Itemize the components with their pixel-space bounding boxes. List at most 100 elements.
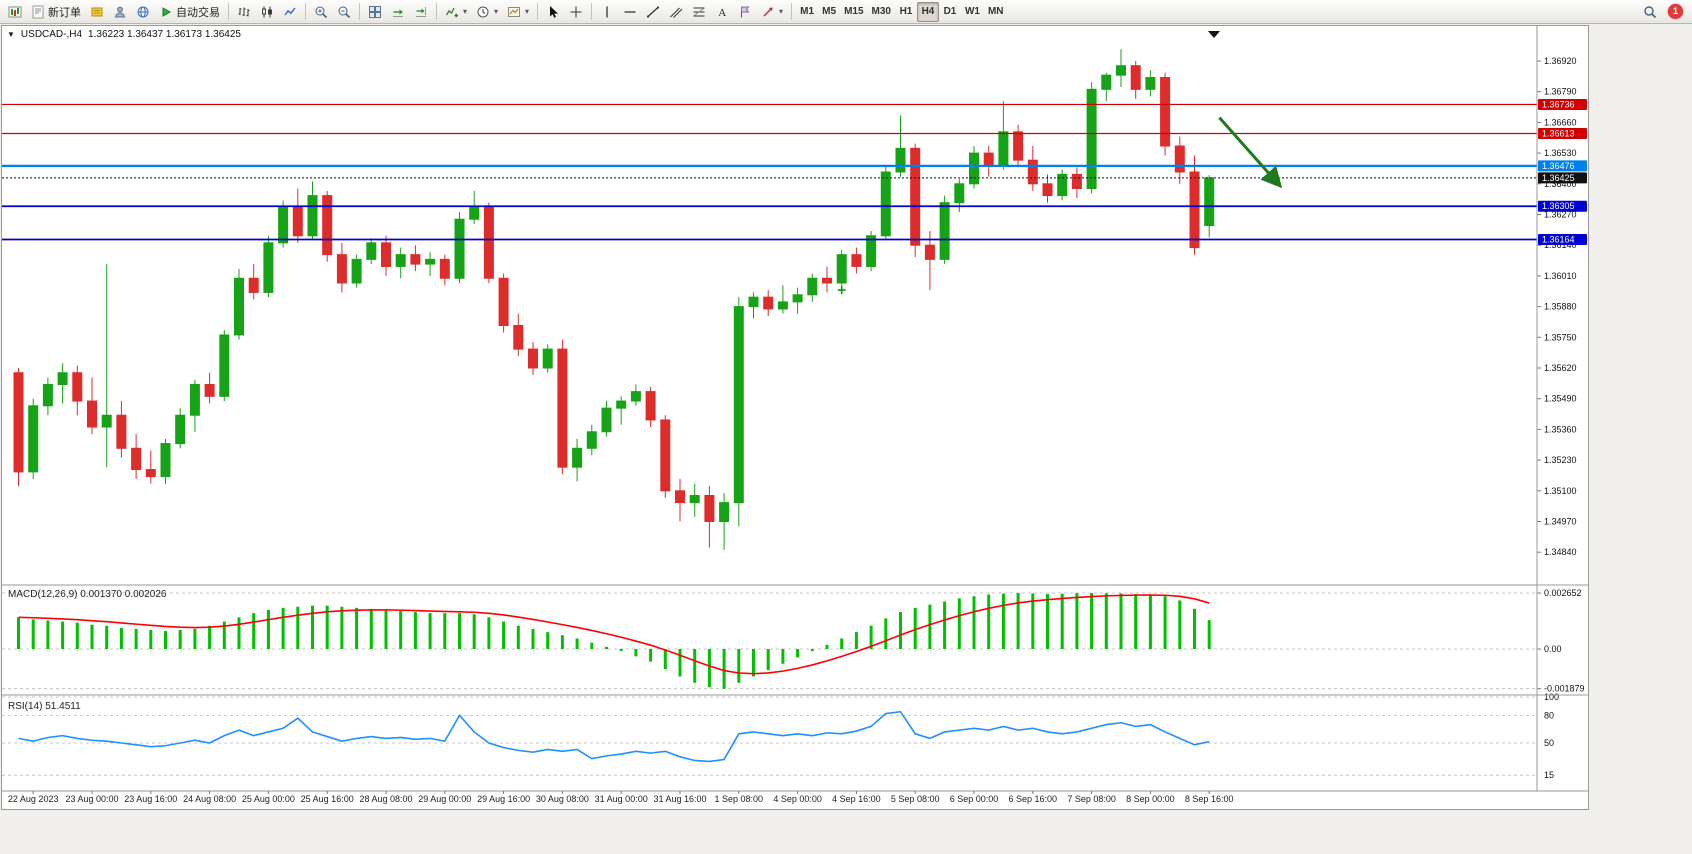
- dropdown-caret-icon: ▾: [525, 7, 530, 16]
- svg-text:8 Sep 16:00: 8 Sep 16:00: [1185, 794, 1234, 804]
- line-chart-mode-button[interactable]: [279, 2, 301, 22]
- svg-text:31 Aug 00:00: 31 Aug 00:00: [595, 794, 648, 804]
- svg-text:0.00: 0.00: [1544, 644, 1562, 654]
- svg-text:1.35880: 1.35880: [1544, 302, 1577, 312]
- timeframe-h1-button[interactable]: H1: [899, 6, 913, 17]
- horizontal-line-tool-button[interactable]: [619, 2, 641, 22]
- svg-text:1.36613: 1.36613: [1542, 128, 1575, 138]
- indicators-button[interactable]: ▾: [441, 2, 471, 22]
- svg-text:A: A: [718, 7, 726, 19]
- templates-button[interactable]: ▾: [503, 2, 533, 22]
- svg-text:1.36530: 1.36530: [1544, 148, 1577, 158]
- channel-tool-button[interactable]: [665, 2, 687, 22]
- timeframe-m15-button[interactable]: M15: [844, 6, 864, 17]
- svg-text:25 Aug 16:00: 25 Aug 16:00: [301, 794, 354, 804]
- svg-text:0.002652: 0.002652: [1544, 588, 1582, 598]
- horizontal-line-icon: [624, 10, 636, 13]
- macd-panel: 0.002652 0.00 -0.001879 MACD(12,26,9) 0.001…: [2, 588, 1585, 694]
- toolbar-separator: [359, 3, 360, 20]
- chart-ohlc-values: 1.36223 1.36437 1.36173 1.36425: [88, 29, 241, 40]
- vertical-line-tool-button[interactable]: [596, 2, 618, 22]
- scroll-to-end-marker-icon[interactable]: [1208, 31, 1220, 38]
- svg-text:23 Aug 00:00: 23 Aug 00:00: [65, 794, 118, 804]
- svg-text:1.36790: 1.36790: [1544, 87, 1577, 97]
- search-button[interactable]: [1639, 2, 1661, 22]
- timeframe-w1-button[interactable]: W1: [964, 6, 980, 17]
- svg-text:80: 80: [1544, 710, 1554, 720]
- svg-text:15: 15: [1544, 770, 1554, 780]
- candlestick-mode-button[interactable]: [256, 2, 278, 22]
- timeframe-m30-button[interactable]: M30: [871, 6, 891, 17]
- svg-text:24 Aug 08:00: 24 Aug 08:00: [183, 794, 236, 804]
- trendline-tool-button[interactable]: [642, 2, 664, 22]
- svg-text:8 Sep 00:00: 8 Sep 00:00: [1126, 794, 1175, 804]
- cross-marker[interactable]: [837, 286, 846, 295]
- line-chart-icon: [284, 7, 296, 15]
- text-tool-button[interactable]: A: [711, 2, 733, 22]
- svg-text:6 Sep 16:00: 6 Sep 16:00: [1009, 794, 1058, 804]
- new-order-label: 新订单: [48, 6, 81, 19]
- timeframe-d1-button[interactable]: D1: [943, 6, 957, 17]
- svg-text:1.36270: 1.36270: [1544, 210, 1577, 220]
- new-order-button[interactable]: 新订单: [27, 2, 85, 22]
- svg-text:1.36400: 1.36400: [1544, 179, 1577, 189]
- svg-text:1.36164: 1.36164: [1542, 235, 1575, 245]
- macd-label: MACD(12,26,9) 0.001370 0.002026: [8, 589, 167, 600]
- svg-text:1.36920: 1.36920: [1544, 56, 1577, 66]
- timeframe-h4-button[interactable]: H4: [916, 1, 939, 22]
- templates-icon: [508, 6, 521, 17]
- timeframe-m5-button[interactable]: M5: [822, 6, 837, 17]
- down-arrow-annotation[interactable]: [1218, 116, 1283, 189]
- new-chart-button[interactable]: [4, 2, 26, 22]
- candlestick-icon: [262, 6, 272, 17]
- text-tool-icon: A: [718, 7, 726, 19]
- notification-badge[interactable]: 1: [1668, 4, 1683, 19]
- profile-button[interactable]: [109, 2, 131, 22]
- svg-text:1.35230: 1.35230: [1544, 455, 1577, 465]
- arrow-objects-button[interactable]: ▾: [757, 2, 787, 22]
- dropdown-caret-icon: ▾: [463, 7, 468, 16]
- chart-symbol-period: USDCAD-,H4: [20, 29, 83, 40]
- svg-text:1.35360: 1.35360: [1544, 424, 1577, 434]
- dropdown-caret-icon: ▾: [779, 7, 784, 16]
- svg-text:1.36425: 1.36425: [1542, 173, 1575, 183]
- timeframe-group: M1 M5 M15 M30 H1 H4 D1 W1 MN: [796, 1, 1007, 22]
- svg-text:25 Aug 00:00: 25 Aug 00:00: [242, 794, 295, 804]
- auto-trading-icon: [162, 6, 172, 17]
- crosshair-icon: [570, 6, 582, 17]
- zoom-out-button[interactable]: [333, 2, 355, 22]
- label-flag-icon: [741, 6, 750, 17]
- timeframe-m1-button[interactable]: M1: [800, 6, 815, 17]
- fibonacci-tool-button[interactable]: [688, 2, 710, 22]
- chart-canvas[interactable]: 1.36920 1.36790 1.36660 1.36530 1.36400 1.362…: [2, 26, 1588, 809]
- history-center-button[interactable]: [132, 2, 154, 22]
- svg-text:1.36010: 1.36010: [1544, 271, 1577, 281]
- rsi-panel: 100 80 50 15 RSI(14) 51.4511: [2, 692, 1559, 780]
- auto-scroll-button[interactable]: [387, 2, 409, 22]
- bar-chart-mode-button[interactable]: [233, 2, 255, 22]
- crosshair-tool-button[interactable]: [565, 2, 587, 22]
- cursor-tool-button[interactable]: [542, 2, 564, 22]
- clock-icon: [477, 6, 489, 17]
- toolbar-separator: [436, 3, 437, 20]
- text-label-tool-button[interactable]: [734, 2, 756, 22]
- new-chart-icon: [8, 6, 22, 17]
- timeframe-mn-button[interactable]: MN: [987, 6, 1004, 17]
- svg-text:29 Aug 16:00: 29 Aug 16:00: [477, 794, 530, 804]
- channel-icon: [670, 7, 683, 18]
- one-click-trading-collapse-icon[interactable]: ▼: [7, 30, 15, 39]
- rsi-label: RSI(14) 51.4511: [8, 701, 81, 712]
- zoom-in-button[interactable]: [310, 2, 332, 22]
- svg-text:1.35620: 1.35620: [1544, 363, 1577, 373]
- price-axis: 1.36920 1.36790 1.36660 1.36530 1.36400 1.362…: [1537, 56, 1577, 557]
- market-depth-button[interactable]: [86, 2, 108, 22]
- toolbar-separator: [305, 3, 306, 20]
- svg-text:1.36736: 1.36736: [1542, 99, 1575, 109]
- toolbar-separator: [791, 3, 793, 20]
- market-depth-icon: [91, 7, 103, 16]
- svg-text:1.36660: 1.36660: [1544, 117, 1577, 127]
- tile-windows-button[interactable]: [364, 2, 386, 22]
- auto-trading-button[interactable]: 自动交易: [155, 2, 224, 22]
- periods-clock-button[interactable]: ▾: [472, 2, 502, 22]
- chart-shift-button[interactable]: [410, 2, 432, 22]
